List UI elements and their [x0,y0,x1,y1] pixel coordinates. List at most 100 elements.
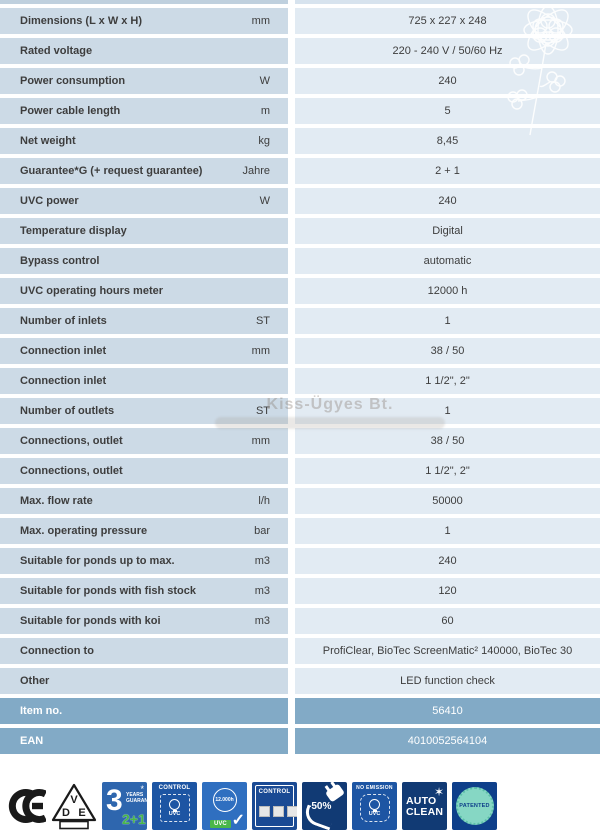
row-unit: W [259,195,270,207]
uvc-label: UVC [368,811,381,817]
row-label-cell: Temperature display [0,218,288,244]
table-row: Number of outlets ST 1 [0,398,600,424]
row-label: UVC operating hours meter [20,285,164,297]
bulb-icon [369,799,380,812]
row-label-cell: Max. operating pressure bar [0,518,288,544]
row-label-cell: Item no. [0,698,288,724]
patented-seal-icon: PATENTED [455,787,494,825]
table-row: Suitable for ponds with fish stock m3 12… [0,578,600,604]
row-value: 50000 [295,488,600,514]
row-value: 5 [295,98,600,124]
vde-letter-v: V [70,794,78,806]
row-label: EAN [20,735,44,747]
row-value: 12000 h [295,278,600,304]
row-label: Temperature display [20,225,127,237]
auto-clean-label: AUTO CLEAN [406,796,443,818]
row-label: Connections, outlet [20,435,123,447]
row-label-cell: Other [0,668,288,694]
table-row: Connection inlet mm 38 / 50 [0,338,600,364]
row-value: 725 x 227 x 248 [295,8,600,34]
row-label-cell: Connection inlet [0,368,288,394]
row-unit: m3 [254,555,270,567]
control-display-title: CONTROL [258,789,291,795]
table-row: Max. flow rate l/h 50000 [0,488,600,514]
badge-no-emission: NO EMISSION UVC [352,782,397,830]
row-value: automatic [295,248,600,274]
table-row: Temperature display Digital [0,218,600,244]
row-value: 240 [295,68,600,94]
vde-mark-icon: V D E [51,783,97,830]
table-row: Item no. 56410 [0,698,600,724]
guarantee-number: 3 [106,784,123,817]
table-row: Power cable length m 5 [0,98,600,124]
row-label-cell: Connections, outlet [0,458,288,484]
row-label: Power consumption [20,75,126,87]
plug-icon [325,783,345,803]
row-value: 1 [295,398,600,424]
row-value: Digital [295,218,600,244]
row-label: Rated voltage [20,45,93,57]
sliver-right-cell [295,0,600,4]
table-row: Power consumption W 240 [0,68,600,94]
table-row: Max. operating pressure bar 1 [0,518,600,544]
row-label: Bypass control [20,255,100,267]
row-label-cell: Number of inlets ST [0,308,288,334]
guarantee-caption-line1: YEARS [126,792,144,798]
no-emission-title: NO EMISSION [356,785,393,791]
table-row: UVC operating hours meter 12000 h [0,278,600,304]
bulb-icon [169,799,180,812]
ce-mark-icon [8,789,46,823]
patented-label: PATENTED [459,803,490,809]
table-row: Number of inlets ST 1 [0,308,600,334]
row-label-cell: Suitable for ponds up to max. m3 [0,548,288,574]
asterisk-icon: * [140,784,144,794]
row-label-cell: Power cable length m [0,98,288,124]
row-label: Power cable length [20,105,121,117]
row-label-cell: Max. flow rate l/h [0,488,288,514]
uvc-hours-label: UVC [210,820,231,828]
row-value: 38 / 50 [295,428,600,454]
row-value: 120 [295,578,600,604]
table-top-sliver [0,0,600,4]
spec-table: Dimensions (L x W x H) mm 725 x 227 x 24… [0,0,600,754]
table-row: EAN 4010052564104 [0,728,600,754]
row-value: 240 [295,188,600,214]
row-unit: bar [254,525,270,537]
row-label: Net weight [20,135,76,147]
row-unit: m3 [254,585,270,597]
row-unit: mm [251,345,270,357]
row-label-cell: UVC power W [0,188,288,214]
guarantee-caption: YEARS GUARANTEE [126,792,147,804]
auto-clean-line2: CLEAN [406,806,444,818]
row-unit: m3 [254,615,270,627]
row-value: 38 / 50 [295,338,600,364]
row-unit: m [260,105,270,117]
energy-saving-label: -50% [308,801,332,812]
table-row: Connection inlet 1 1/2", 2" [0,368,600,394]
row-value: 1 [295,308,600,334]
sliver-left-cell [0,0,288,4]
row-value: 240 [295,548,600,574]
row-label-cell: Dimensions (L x W x H) mm [0,8,288,34]
row-value: 220 - 240 V / 50/60 Hz [295,38,600,64]
row-label: Connections, outlet [20,465,123,477]
row-value: 2 + 1 [295,158,600,184]
row-value: 1 1/2", 2" [295,458,600,484]
spec-table-body: Dimensions (L x W x H) mm 725 x 227 x 24… [0,8,600,754]
row-label: Number of inlets [20,315,107,327]
table-row: Bypass control automatic [0,248,600,274]
row-label-cell: Number of outlets ST [0,398,288,424]
table-row: Suitable for ponds up to max. m3 240 [0,548,600,574]
display-segments-icon [259,806,297,817]
badge-control-uvc: CONTROL UVC [152,782,197,830]
uvc-dashed-box: UVC [159,794,190,822]
vde-letter-d: D [62,807,70,819]
bulb-hours-icon: 12.000h [212,788,237,812]
row-label: Max. operating pressure [20,525,148,537]
vde-letter-e: E [78,807,85,819]
row-label-cell: Connections, outlet mm [0,428,288,454]
badge-energy-saving: -50% [302,782,347,830]
table-row: Connections, outlet 1 1/2", 2" [0,458,600,484]
row-unit: l/h [258,495,270,507]
badge-auto-clean: ✶ AUTO CLEAN [402,782,447,830]
